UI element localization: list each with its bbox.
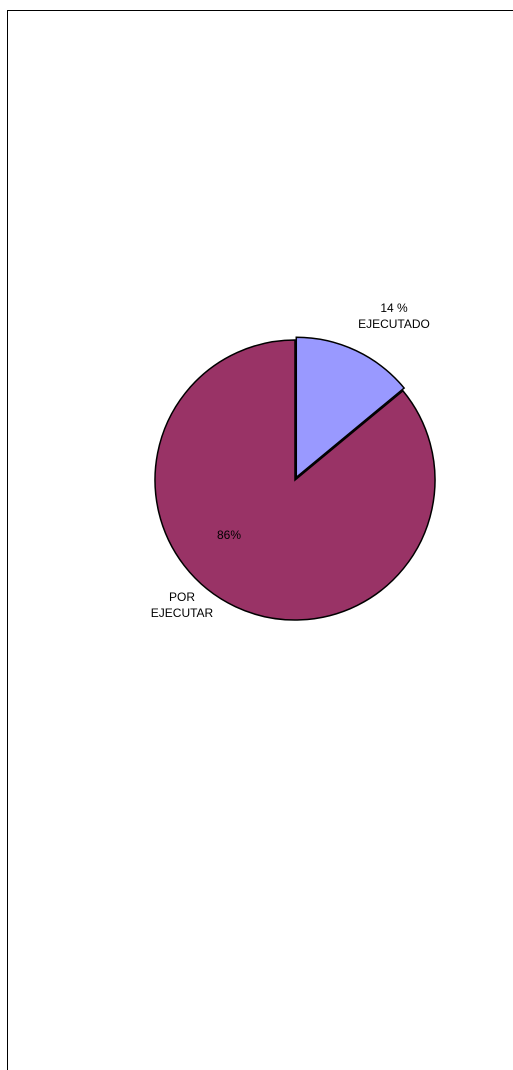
data-label-ejecutado-value: 14 % — [380, 301, 408, 315]
data-label-por-ejecutar-category-line1: POR — [169, 590, 195, 604]
pie-slice-por-ejecutar — [154, 339, 436, 621]
data-label-por-ejecutar-category-line2: EJECUTAR — [151, 606, 214, 620]
chart-area-border — [7, 10, 513, 1070]
data-label-por-ejecutar-value: 86% — [217, 528, 241, 542]
pie-slice-ejecutado — [295, 336, 406, 479]
data-label-ejecutado-category: EJECUTADO — [358, 317, 430, 331]
pie-chart: 14 % EJECUTADO 86% POR EJECUTAR — [151, 301, 436, 621]
